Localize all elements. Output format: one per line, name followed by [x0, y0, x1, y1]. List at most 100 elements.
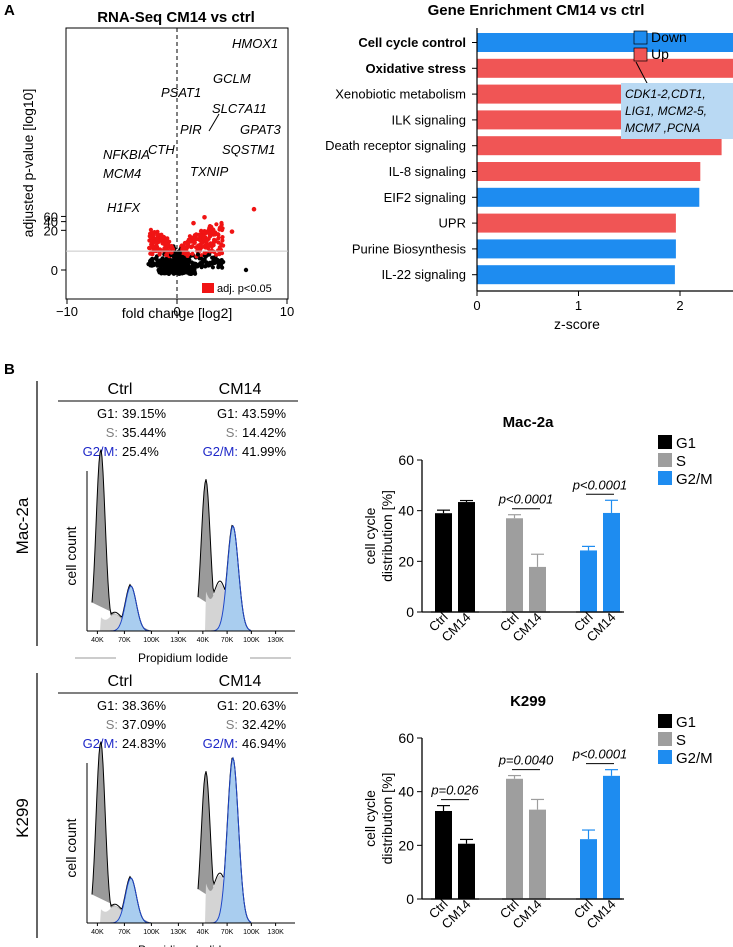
bar-y-tick-label: 0	[406, 604, 414, 620]
gene-label-pir: PIR	[180, 122, 202, 137]
g1-peak-fill	[92, 451, 151, 631]
volcano-y-axis-label: adjusted p-value [log10]	[20, 89, 36, 238]
bar-g2m-cm14	[603, 775, 620, 899]
volcano-point	[171, 254, 176, 259]
bar-g2m-cm14	[603, 512, 620, 612]
volcano-point	[154, 262, 159, 267]
histogram-x-tick-label: 40K	[91, 929, 104, 936]
volcano-point	[198, 244, 203, 249]
volcano-point	[210, 265, 215, 270]
annotation-pointer	[635, 61, 649, 86]
volcano-point	[198, 263, 203, 268]
condition-header: Ctrl	[108, 673, 133, 690]
volcano-point	[243, 267, 249, 273]
volcano-point	[180, 260, 185, 265]
volcano-point	[220, 238, 225, 243]
histogram-x-tick-label: 130K	[267, 637, 284, 644]
volcano-point	[157, 252, 162, 257]
phase-value-g2m: 24.83%	[122, 736, 167, 751]
bar-g1-cm14	[458, 502, 475, 612]
volcano-point	[185, 240, 190, 245]
legend-swatch-g2m	[658, 750, 672, 764]
condition-header: Ctrl	[108, 381, 133, 398]
volcano-point	[203, 254, 208, 259]
volcano-gene-point	[191, 220, 196, 226]
volcano-point	[171, 269, 176, 274]
volcano-point	[212, 239, 217, 244]
enrichment-bar-8	[477, 239, 676, 259]
histogram-x-tick-label: 100K	[143, 637, 160, 644]
bar-g1-ctrl	[435, 810, 452, 899]
phase-value-s: 37.09%	[122, 717, 167, 732]
enrichment-category-label: Death receptor signaling	[325, 138, 466, 153]
legend-swatch-g1	[658, 435, 672, 449]
g2m-peak-fill	[198, 526, 251, 631]
gene-label-nfkbia: NFKBIA	[103, 147, 150, 162]
enrichment-title: Gene Enrichment CM14 vs ctrl	[428, 2, 645, 19]
volcano-point	[186, 244, 192, 249]
enrichment-category-label: UPR	[439, 216, 466, 231]
volcano-gene-point	[251, 206, 257, 212]
gene-label-psat1: PSAT1	[161, 85, 201, 100]
enrichment-category-label: Oxidative stress	[366, 61, 466, 76]
volcano-point	[186, 258, 191, 263]
phase-value-s: 32.42%	[242, 717, 287, 732]
volcano-gene-point	[161, 234, 167, 240]
volcano-gene-point	[202, 215, 207, 220]
volcano-gene-point	[207, 224, 213, 229]
enrichment-x-tick-label: 2	[676, 298, 683, 313]
g1-peak-fill	[198, 773, 251, 923]
gene-label-slc7a11: SLC7A11	[212, 101, 267, 116]
volcano-point	[150, 250, 155, 255]
volcano-point	[185, 266, 191, 271]
phase-value-g2m: 25.4%	[122, 444, 159, 459]
legend-swatch-down	[633, 30, 648, 45]
volcano-point	[213, 256, 218, 261]
enrichment-bar-4	[477, 136, 722, 156]
phase-label-g1: G1:	[217, 698, 238, 713]
gene-label-gclm: GCLM	[213, 71, 251, 86]
volcano-point	[148, 227, 153, 232]
volcano-point	[163, 257, 168, 262]
bar-y-tick-label: 40	[398, 503, 414, 519]
bar-chart-title: K299	[510, 693, 546, 710]
bar-y-tick-label: 40	[398, 784, 414, 800]
volcano-point	[187, 234, 192, 239]
bar-g2m-ctrl	[580, 550, 597, 612]
legend-label-g1: G1	[676, 714, 696, 731]
volcano-point	[220, 235, 225, 240]
gene-label-txnip: TXNIP	[190, 164, 229, 179]
condition-header: CM14	[219, 381, 262, 398]
bar-y-tick-label: 20	[398, 553, 414, 569]
volcano-point	[152, 239, 157, 245]
volcano-point	[181, 245, 186, 251]
volcano-point	[148, 234, 153, 239]
gene-label-cth: CTH	[148, 142, 175, 157]
histogram-x-tick-label: 70K	[221, 929, 234, 936]
histogram-x-tick-label: 130K	[170, 929, 187, 936]
volcano-point	[217, 225, 222, 230]
volcano-gene-point	[229, 229, 235, 234]
volcano-point	[166, 260, 172, 266]
histogram-x-tick-label: 100K	[243, 637, 260, 644]
volcano-point	[191, 266, 196, 272]
bar-s-ctrl	[506, 518, 523, 612]
phase-value-g1: 38.36%	[122, 698, 167, 713]
histogram-x-tick-label: 70K	[221, 637, 234, 644]
bar-y-tick-label: 60	[398, 730, 414, 746]
condition-header: CM14	[219, 673, 262, 690]
legend-label-s: S	[676, 453, 686, 470]
phase-value-g1: 39.15%	[122, 406, 167, 421]
phase-value-s: 14.42%	[242, 425, 287, 440]
volcano-point	[221, 243, 226, 248]
bar-chart-title: Mac-2a	[503, 414, 555, 431]
histogram-x-tick-label: 40K	[197, 929, 210, 936]
enrichment-bar-6	[477, 187, 700, 207]
enrichment-category-label: IL-8 signaling	[389, 164, 466, 179]
enrichment-category-label: Cell cycle control	[358, 35, 466, 50]
volcano-point	[158, 258, 163, 263]
gene-label-mcm4: MCM4	[103, 166, 141, 181]
volcano-point	[184, 262, 189, 267]
volcano-legend-swatch	[202, 283, 214, 293]
